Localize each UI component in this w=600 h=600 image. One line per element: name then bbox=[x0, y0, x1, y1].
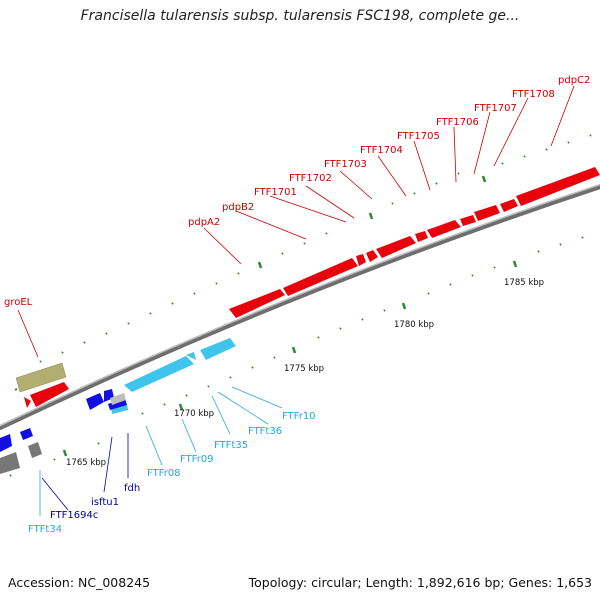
gene-arrow[interactable] bbox=[110, 393, 126, 405]
gene-arrow[interactable] bbox=[28, 442, 42, 458]
gene-arrow[interactable] bbox=[376, 236, 416, 258]
tick-label-1775: 1775 kbp bbox=[284, 364, 324, 374]
gene-arrow[interactable] bbox=[229, 289, 285, 318]
tick-label-1770: 1770 kbp bbox=[174, 409, 214, 419]
label-ftf1703[interactable]: FTF1703 bbox=[324, 159, 367, 170]
label-ftf1705[interactable]: FTF1705 bbox=[397, 131, 440, 142]
label-ftft34[interactable]: FTFt34 bbox=[28, 524, 62, 535]
gene-arrow[interactable] bbox=[20, 428, 33, 440]
label-ftf1706[interactable]: FTF1706 bbox=[436, 117, 479, 128]
tick-label-1785: 1785 kbp bbox=[504, 278, 544, 288]
red-gene-labels: groEL pdpA2 pdpB2 FTF1701 FTF1702 FTF170… bbox=[4, 75, 590, 308]
label-ftf1708[interactable]: FTF1708 bbox=[512, 89, 555, 100]
gene-arrow[interactable] bbox=[111, 404, 128, 414]
gene-groEL[interactable] bbox=[15, 362, 67, 393]
label-ftfr10[interactable]: FTFr10 bbox=[282, 411, 316, 422]
label-ftft35[interactable]: FTFt35 bbox=[214, 440, 248, 451]
tick-label-1765: 1765 kbp bbox=[66, 458, 106, 468]
label-groEL[interactable]: groEL bbox=[4, 297, 33, 308]
gene-arrow[interactable] bbox=[415, 231, 428, 242]
label-ftft36[interactable]: FTFt36 bbox=[248, 426, 282, 437]
label-ftf1701[interactable]: FTF1701 bbox=[254, 187, 297, 198]
blue-leader-lines bbox=[41, 433, 129, 511]
gene-arrow[interactable] bbox=[474, 205, 500, 221]
lower-dotted-track bbox=[9, 236, 584, 477]
gene-arrow[interactable] bbox=[0, 452, 20, 474]
label-ftfr08[interactable]: FTFr08 bbox=[147, 468, 181, 479]
gene-arrow[interactable] bbox=[0, 434, 12, 452]
label-ftfr09[interactable]: FTFr09 bbox=[180, 454, 214, 465]
gene-arrow[interactable] bbox=[30, 382, 69, 407]
upper-dotted-track bbox=[14, 134, 592, 391]
red-forward-genes bbox=[24, 167, 600, 408]
gene-arrow[interactable] bbox=[124, 356, 194, 392]
tick-label-1780: 1780 kbp bbox=[394, 320, 434, 330]
gray-genes bbox=[0, 393, 126, 474]
gene-arrow[interactable] bbox=[356, 254, 366, 266]
gene-arrow[interactable] bbox=[366, 250, 378, 262]
gene-arrow[interactable] bbox=[24, 397, 31, 408]
label-isftu1[interactable]: isftu1 bbox=[91, 497, 119, 508]
accession-text: Accession: NC_008245 bbox=[8, 575, 151, 590]
gene-arrow[interactable] bbox=[283, 258, 358, 296]
label-ftf1704[interactable]: FTF1704 bbox=[360, 145, 403, 156]
label-pdpC2[interactable]: pdpC2 bbox=[558, 75, 590, 86]
cyan-gene-labels: FTFr10 FTFt36 FTFt35 FTFr09 FTFr08 FTFt3… bbox=[28, 411, 316, 535]
label-ftf1694c[interactable]: FTF1694c bbox=[50, 510, 98, 521]
genome-stats-text: Topology: circular; Length: 1,892,616 bp… bbox=[248, 575, 592, 590]
cyan-leader-lines bbox=[39, 386, 283, 516]
label-pdpB2[interactable]: pdpB2 bbox=[222, 202, 254, 213]
label-fdh[interactable]: fdh bbox=[124, 483, 140, 494]
gene-arrow[interactable] bbox=[427, 220, 461, 238]
red-leader-lines bbox=[17, 85, 575, 358]
gene-arrow[interactable] bbox=[516, 167, 600, 206]
cyan-reverse-genes bbox=[111, 338, 236, 414]
gene-arrow[interactable] bbox=[86, 393, 104, 410]
gene-arrow[interactable] bbox=[500, 199, 518, 212]
gene-arrow[interactable] bbox=[186, 352, 196, 360]
genome-backbone bbox=[0, 184, 600, 431]
gene-arrow[interactable] bbox=[460, 215, 476, 226]
gene-arrow[interactable] bbox=[200, 338, 236, 360]
label-pdpA2[interactable]: pdpA2 bbox=[188, 217, 220, 228]
label-ftf1707[interactable]: FTF1707 bbox=[474, 103, 517, 114]
genome-title: Francisella tularensis subsp. tularensis… bbox=[80, 8, 520, 24]
blue-gene-labels: fdh isftu1 FTF1694c bbox=[50, 483, 140, 521]
blue-genes bbox=[0, 389, 127, 452]
label-ftf1702[interactable]: FTF1702 bbox=[289, 173, 332, 184]
